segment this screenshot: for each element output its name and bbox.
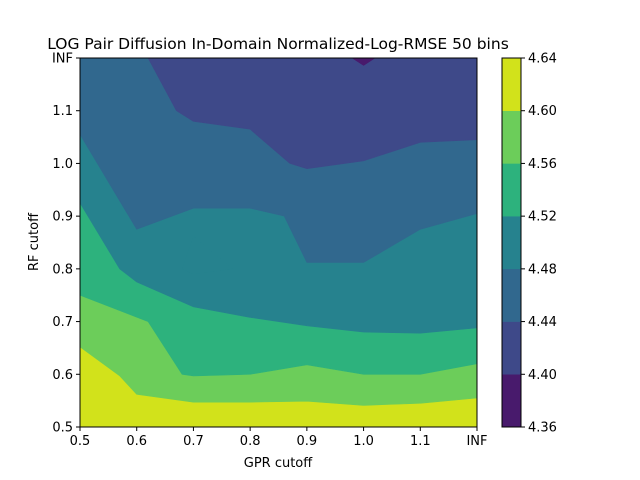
y-axis-ticks: 0.5 0.6 0.7 0.8 0.9 1.0 1.1 INF xyxy=(52,52,80,436)
y-tick-label: 0.5 xyxy=(52,421,73,436)
colorbar-segment xyxy=(501,215,522,270)
y-tick-label: 0.6 xyxy=(52,368,73,383)
colorbar-frame xyxy=(501,57,522,428)
colorbar-ticks: 4.36 4.40 4.44 4.48 4.52 4.56 4.60 4.64 xyxy=(521,52,557,436)
colorbar-tick-label: 4.64 xyxy=(528,52,557,67)
y-tick-label: 0.8 xyxy=(52,262,73,277)
y-tick-label: 1.0 xyxy=(52,157,73,172)
x-tick-label: 0.8 xyxy=(240,434,261,449)
colorbar-tick-label: 4.56 xyxy=(528,157,557,172)
y-tick-label: 0.7 xyxy=(52,315,73,330)
colorbar-segment xyxy=(501,374,522,428)
colorbar-tick-label: 4.44 xyxy=(528,315,557,330)
x-axis-label: GPR cutoff xyxy=(244,456,314,471)
colorbar-segment xyxy=(501,268,522,322)
contour-regions xyxy=(79,57,478,428)
x-tick-label: 0.7 xyxy=(183,434,204,449)
colorbar-segment xyxy=(501,57,522,111)
chart-title: LOG Pair Diffusion In-Domain Normalized-… xyxy=(47,35,509,53)
colorbar xyxy=(501,57,522,428)
colorbar-tick-label: 4.40 xyxy=(528,368,557,383)
plot-frame xyxy=(79,57,478,428)
colorbar-segment xyxy=(501,110,522,164)
contour-region-5 xyxy=(181,235,234,275)
x-tick-label: 1.1 xyxy=(410,434,431,449)
y-axis-label: RF cutoff xyxy=(27,212,42,271)
colorbar-tick-label: 4.60 xyxy=(528,104,557,119)
x-axis-ticks: 0.5 0.6 0.7 0.8 0.9 1.0 1.1 INF xyxy=(70,427,488,449)
colorbar-tick-label: 4.36 xyxy=(528,421,557,436)
x-tick-label: 1.0 xyxy=(353,434,374,449)
colorbar-tick-label: 4.52 xyxy=(528,210,557,225)
y-tick-label: 0.9 xyxy=(52,210,73,225)
x-tick-label: INF xyxy=(466,434,487,449)
x-tick-label: 0.5 xyxy=(70,434,91,449)
y-tick-label: INF xyxy=(52,52,73,67)
x-tick-label: 0.9 xyxy=(297,434,318,449)
y-tick-label: 1.1 xyxy=(52,104,73,119)
x-tick-label: 0.6 xyxy=(126,434,147,449)
colorbar-segment xyxy=(501,163,522,217)
colorbar-tick-label: 4.48 xyxy=(528,262,557,277)
colorbar-segment xyxy=(501,321,522,375)
